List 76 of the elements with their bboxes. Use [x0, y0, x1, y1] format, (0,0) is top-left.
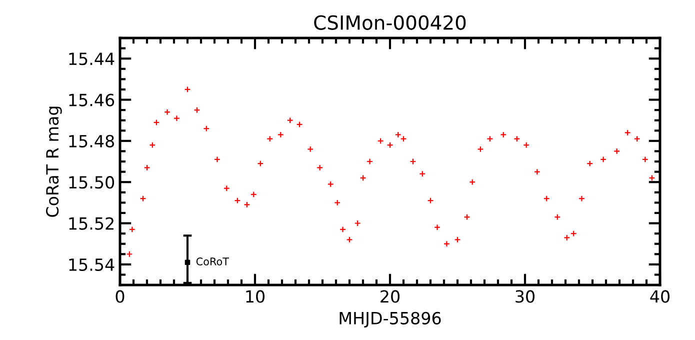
point: [614, 148, 620, 154]
point: [642, 156, 648, 163]
point: [419, 170, 426, 178]
point: [334, 199, 341, 206]
chart-title: CSIMon-000420: [314, 15, 466, 30]
point: [214, 156, 220, 163]
point: [477, 146, 484, 152]
point: [266, 136, 274, 142]
y-tick-label: 15.44: [69, 52, 114, 66]
point: [250, 191, 257, 198]
point: [600, 156, 607, 163]
point: [486, 136, 494, 142]
point: [354, 220, 361, 226]
point: [394, 131, 402, 138]
point: [184, 260, 190, 265]
point: [194, 106, 200, 114]
point: [257, 160, 264, 167]
point: [634, 136, 640, 142]
point: [346, 236, 353, 243]
point: [277, 131, 284, 138]
y-tick-label: 15.46: [69, 94, 114, 106]
point: [184, 86, 191, 93]
point: [523, 142, 530, 148]
point: [410, 158, 416, 165]
point: [164, 108, 170, 116]
point: [340, 226, 346, 233]
point: [128, 226, 136, 233]
series-label: CoRoT: [196, 258, 230, 266]
point: [648, 174, 656, 182]
x-tick-label: 10: [246, 290, 264, 303]
point: [543, 195, 550, 202]
point: [400, 136, 407, 142]
point: [564, 234, 570, 241]
point: [234, 197, 241, 204]
point: [286, 117, 294, 124]
x-tick-label: 40: [650, 290, 670, 303]
y-tick-label: 15.48: [69, 134, 114, 148]
point: [586, 160, 594, 167]
point: [578, 195, 585, 202]
point: [386, 142, 394, 148]
point: [244, 201, 250, 208]
point: [149, 142, 156, 148]
y-tick-label: 15.54: [69, 258, 114, 271]
point: [173, 115, 180, 122]
point: [377, 138, 384, 144]
point: [454, 236, 461, 243]
point: [570, 230, 577, 237]
point: [327, 180, 334, 188]
point: [427, 197, 434, 204]
x-tick-label: 20: [380, 290, 400, 303]
point: [464, 214, 470, 220]
y-tick-label: 15.50: [69, 176, 114, 189]
point: [434, 224, 440, 231]
point: [296, 121, 303, 128]
point: [534, 168, 540, 176]
point: [366, 158, 373, 165]
point: [554, 214, 561, 220]
x-tick-label: 30: [516, 290, 534, 303]
point: [153, 119, 160, 126]
point: [203, 125, 210, 132]
point: [514, 136, 520, 142]
point: [443, 240, 450, 248]
point: [500, 131, 507, 138]
point: [140, 195, 146, 202]
y-axis-title: CoRaT R mag: [46, 106, 62, 217]
x-tick-label: 0: [116, 290, 124, 303]
y-tick-label: 15.52: [69, 217, 114, 230]
point: [624, 129, 631, 136]
point: [126, 250, 133, 258]
point: [316, 164, 324, 171]
point: [307, 146, 314, 152]
point: [144, 164, 150, 171]
x-axis-title: MHJD-55896: [340, 312, 441, 328]
point: [223, 185, 230, 192]
point: [360, 174, 366, 182]
point: [469, 178, 476, 186]
